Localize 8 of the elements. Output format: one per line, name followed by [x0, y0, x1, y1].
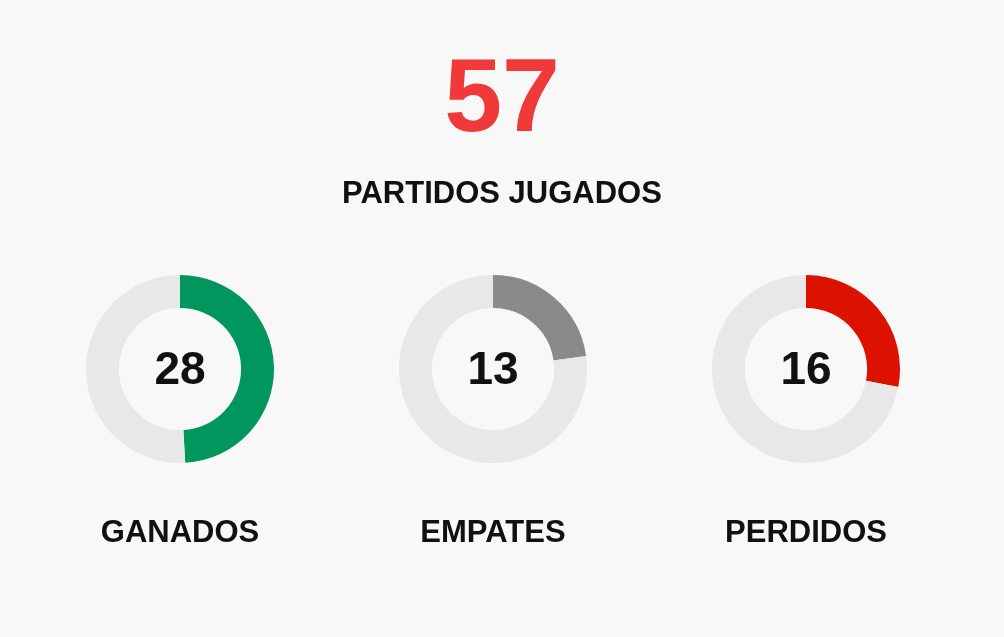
text: 57 [443, 37, 561, 153]
data-label: 16 [780, 341, 832, 394]
data-label: 13 [467, 341, 519, 394]
text: EMPATES [419, 514, 567, 550]
data-label: 28 [154, 341, 206, 394]
text: GANADOS [99, 514, 261, 550]
text: PARTIDOS JUGADOS [341, 175, 663, 211]
text: PERDIDOS [724, 514, 888, 550]
